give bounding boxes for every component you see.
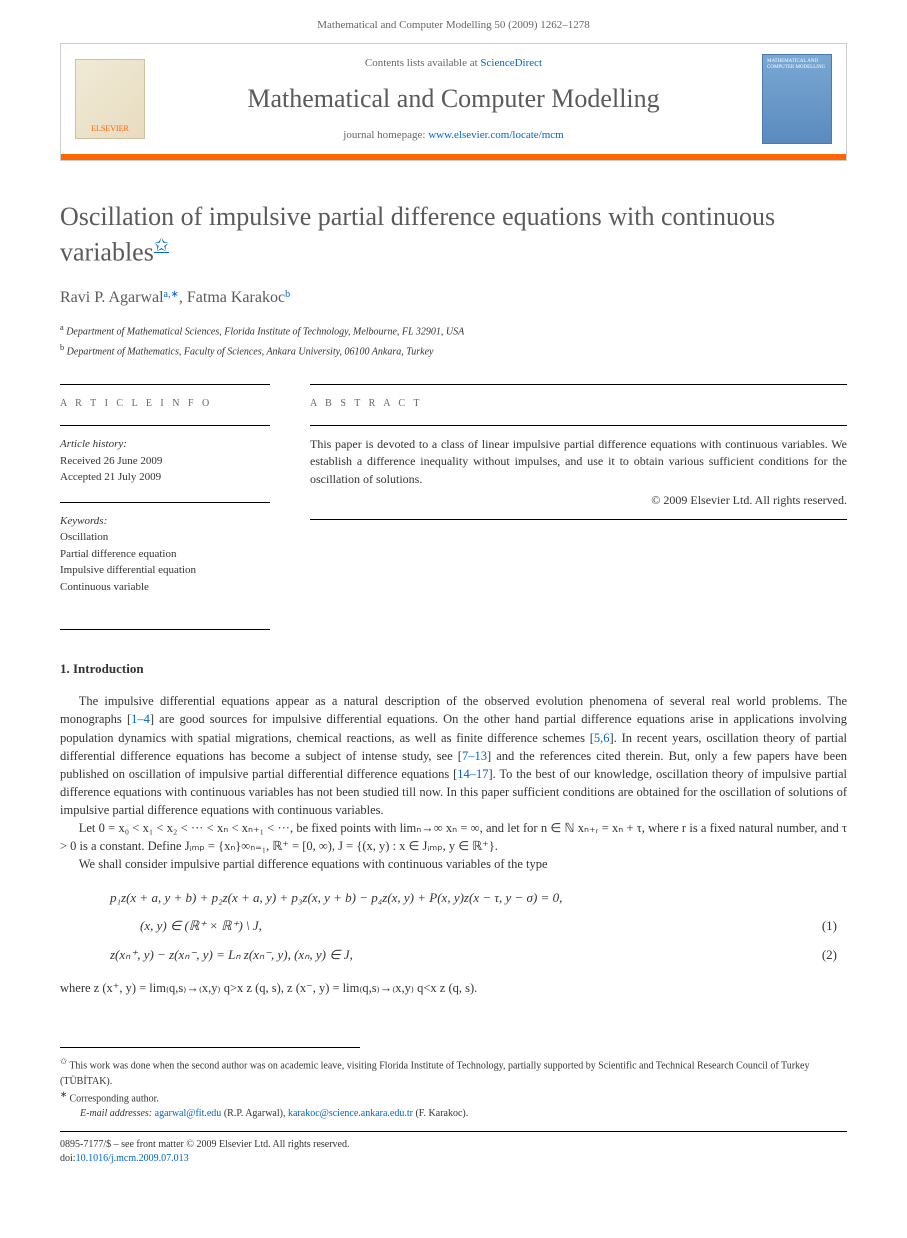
keyword-3: Impulsive differential equation [60, 562, 270, 579]
running-header: Mathematical and Computer Modelling 50 (… [0, 0, 907, 43]
doi-label: doi: [60, 1153, 76, 1164]
footnote-2-text: Corresponding author. [69, 1093, 158, 1104]
email-1-link[interactable]: agarwal@fit.edu [155, 1108, 222, 1119]
footer-block: 0895-7177/$ – see front matter © 2009 El… [60, 1138, 847, 1166]
abstract-column: A B S T R A C T This paper is devoted to… [310, 384, 847, 611]
keyword-1: Oscillation [60, 529, 270, 546]
footnote-1: ✩ This work was done when the second aut… [60, 1056, 847, 1088]
equation-1-line1: p₁z(x + a, y + b) + p₂z(x + a, y) + p₃z(… [110, 884, 847, 913]
ref-link-1-4[interactable]: 1–4 [131, 712, 150, 726]
ref-link-14-17[interactable]: 14–17 [457, 767, 488, 781]
journal-banner: ELSEVIER Contents lists available at Sci… [60, 43, 847, 161]
article-info-column: A R T I C L E I N F O Article history: R… [60, 384, 270, 611]
author-sep: , [179, 289, 187, 306]
contents-prefix: Contents lists available at [365, 57, 480, 69]
cover-text: MATHEMATICAL AND COMPUTER MODELLING [767, 59, 825, 70]
author-1-affil-link[interactable]: a,∗ [164, 291, 179, 305]
eq1b-text: (x, y) ∈ (ℝ⁺ × ℝ⁺) \ J, [110, 912, 262, 941]
homepage-prefix: journal homepage: [343, 129, 428, 141]
email-1-paren: (R.P. Agarwal), [221, 1108, 288, 1119]
keywords-block: Keywords: Oscillation Partial difference… [60, 503, 270, 596]
title-footnote-link[interactable]: ✩ [154, 235, 169, 255]
footnote-1-mark: ✩ [60, 1057, 67, 1066]
abstract-heading: A B S T R A C T [310, 384, 847, 411]
ref-link-5-6[interactable]: 5,6 [594, 731, 610, 745]
footnote-2: ∗ Corresponding author. [60, 1089, 847, 1106]
footer-separator [60, 1131, 847, 1132]
history-label: Article history: [60, 436, 270, 453]
affiliation-a: a Department of Mathematical Sciences, F… [60, 321, 847, 340]
keyword-2: Partial difference equation [60, 546, 270, 563]
abstract-text: This paper is devoted to a class of line… [310, 426, 847, 488]
intro-paragraph-1: The impulsive differential equations app… [60, 692, 847, 819]
footnote-separator [60, 1047, 360, 1056]
abstract-divider-bottom [310, 519, 847, 520]
journal-cover-thumbnail: MATHEMATICAL AND COMPUTER MODELLING [762, 54, 832, 144]
accepted-date: Accepted 21 July 2009 [60, 469, 270, 486]
article-title: Oscillation of impulsive partial differe… [60, 201, 847, 269]
citation-text: Mathematical and Computer Modelling 50 (… [317, 19, 590, 31]
introduction-section: 1. Introduction The impulsive differenti… [60, 660, 847, 997]
intro-paragraph-3: We shall consider impulsive partial diff… [60, 855, 847, 873]
ref-link-7-13[interactable]: 7–13 [462, 749, 487, 763]
elsevier-logo: ELSEVIER [75, 59, 145, 139]
author-2-sup: b [285, 289, 290, 300]
equations-block: p₁z(x + a, y + b) + p₂z(x + a, y) + p₃z(… [110, 884, 847, 970]
homepage-link[interactable]: www.elsevier.com/locate/mcm [428, 129, 564, 141]
footnotes-block: ✩ This work was done when the second aut… [60, 1056, 847, 1121]
doi-link[interactable]: 10.1016/j.mcm.2009.07.013 [76, 1153, 189, 1164]
intro-heading: 1. Introduction [60, 660, 847, 678]
intro-paragraph-2: Let 0 = x₀ < x₁ < x₂ < ··· < xₙ < xₙ₊₁ <… [60, 819, 847, 855]
authors-line: Ravi P. Agarwala,∗, Fatma Karakocb [60, 287, 847, 309]
keyword-4: Continuous variable [60, 579, 270, 596]
orange-accent-bar [61, 154, 846, 160]
info-abstract-row: A R T I C L E I N F O Article history: R… [60, 384, 847, 611]
footnote-2-mark: ∗ [60, 1090, 67, 1099]
author-2-affil-link[interactable]: b [285, 291, 290, 305]
article-info-heading: A R T I C L E I N F O [60, 384, 270, 411]
equation-2: z(xₙ⁺, y) − z(xₙ⁻, y) = Lₙ z(xₙ⁻, y), (x… [110, 941, 847, 970]
footnote-1-text: This work was done when the second autho… [60, 1061, 810, 1087]
article-history-block: Article history: Received 26 June 2009 A… [60, 426, 270, 486]
author-2-name: Fatma Karakoc [187, 289, 285, 306]
contents-available-line: Contents lists available at ScienceDirec… [145, 56, 762, 71]
email-2-paren: (F. Karakoc). [413, 1108, 468, 1119]
homepage-line: journal homepage: www.elsevier.com/locat… [145, 128, 762, 143]
eq1-number: (1) [822, 912, 847, 941]
journal-name: Mathematical and Computer Modelling [145, 81, 762, 117]
sciencedirect-link[interactable]: ScienceDirect [480, 57, 542, 69]
elsevier-label: ELSEVIER [91, 123, 129, 134]
affiliation-b: b Department of Mathematics, Faculty of … [60, 341, 847, 360]
main-content: Oscillation of impulsive partial differe… [0, 161, 907, 1196]
front-matter-line: 0895-7177/$ – see front matter © 2009 El… [60, 1138, 847, 1152]
email-line: E-mail addresses: agarwal@fit.edu (R.P. … [60, 1106, 847, 1121]
banner-top-row: ELSEVIER Contents lists available at Sci… [61, 44, 846, 154]
banner-center: Contents lists available at ScienceDirec… [145, 56, 762, 143]
abstract-copyright: © 2009 Elsevier Ltd. All rights reserved… [310, 492, 847, 509]
intro-paragraph-4: where z (x⁺, y) = lim₍q,s₎→₍x,y₎ q>x z (… [60, 979, 847, 997]
eq2-text: z(xₙ⁺, y) − z(xₙ⁻, y) = Lₙ z(xₙ⁻, y), (x… [110, 941, 353, 970]
email-label: E-mail addresses: [80, 1108, 152, 1119]
keywords-label: Keywords: [60, 513, 270, 530]
affiliation-a-text: Department of Mathematical Sciences, Flo… [66, 327, 464, 338]
email-2-link[interactable]: karakoc@science.ankara.edu.tr [288, 1108, 413, 1119]
author-1-name: Ravi P. Agarwal [60, 289, 164, 306]
affiliation-b-text: Department of Mathematics, Faculty of Sc… [67, 346, 434, 357]
affiliations: a Department of Mathematical Sciences, F… [60, 321, 847, 360]
equation-1-line2: (x, y) ∈ (ℝ⁺ × ℝ⁺) \ J, (1) [110, 912, 847, 941]
author-1-sup: a,∗ [164, 289, 179, 300]
doi-line: doi:10.1016/j.mcm.2009.07.013 [60, 1152, 847, 1166]
eq2-number: (2) [822, 941, 847, 970]
received-date: Received 26 June 2009 [60, 453, 270, 470]
eq1-text: p₁z(x + a, y + b) + p₂z(x + a, y) + p₃z(… [110, 884, 562, 913]
